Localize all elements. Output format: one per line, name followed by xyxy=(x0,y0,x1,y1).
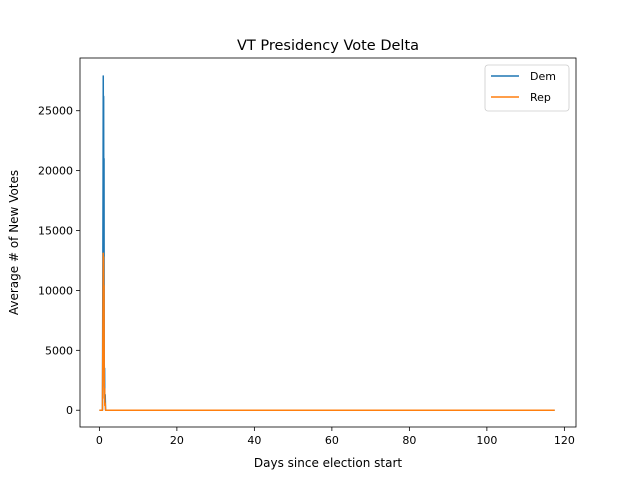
x-tick-label: 80 xyxy=(402,434,416,447)
y-tick-label: 10000 xyxy=(38,284,73,297)
plot-frame xyxy=(79,57,577,428)
chart-title: VT Presidency Vote Delta xyxy=(237,38,419,54)
series-line-dem xyxy=(99,75,555,411)
series-line-rep xyxy=(99,252,555,411)
legend-label-rep: Rep xyxy=(530,91,551,104)
x-tick-label: 60 xyxy=(325,434,339,447)
y-axis: 0 5000 10000 15000 20000 25000 xyxy=(38,105,80,417)
x-tick-label: 20 xyxy=(170,434,184,447)
x-tick-label: 40 xyxy=(247,434,261,447)
y-tick-label: 0 xyxy=(66,404,73,417)
y-tick-label: 25000 xyxy=(38,105,73,118)
x-tick-label: 100 xyxy=(476,434,497,447)
series-layer xyxy=(99,75,555,411)
x-axis: 0 20 40 60 80 100 120 xyxy=(96,427,575,447)
y-axis-label: Average # of New Votes xyxy=(7,170,21,315)
y-tick-label: 15000 xyxy=(38,225,73,238)
x-tick-label: 120 xyxy=(554,434,575,447)
x-tick-label: 0 xyxy=(96,434,103,447)
y-tick-label: 5000 xyxy=(45,344,73,357)
legend-label-dem: Dem xyxy=(530,70,556,83)
y-tick-label: 20000 xyxy=(38,165,73,178)
legend: Dem Rep xyxy=(484,64,570,112)
legend-box xyxy=(484,64,570,112)
x-axis-label: Days since election start xyxy=(254,456,402,470)
